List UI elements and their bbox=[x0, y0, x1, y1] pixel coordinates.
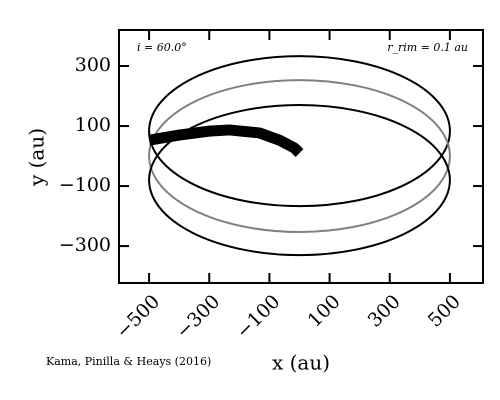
y-tick-label: −100 bbox=[59, 174, 111, 196]
rim-label: r_rim = 0.1 au bbox=[387, 41, 468, 54]
inclination-label: i = 60.0° bbox=[137, 41, 187, 54]
y-tick-label: 100 bbox=[75, 114, 111, 136]
y-tick-label: 300 bbox=[75, 54, 111, 76]
plot-frame bbox=[118, 29, 484, 284]
y-axis-label: y (au) bbox=[25, 128, 49, 187]
x-tick-label: −500 bbox=[112, 291, 164, 343]
trail bbox=[148, 124, 304, 157]
x-tick-label: 300 bbox=[364, 291, 405, 332]
y-tick-label: −300 bbox=[59, 234, 111, 256]
x-tick-label: 500 bbox=[424, 291, 465, 332]
credit: Kama, Pinilla & Heays (2016) bbox=[46, 355, 211, 368]
x-tick-label: 100 bbox=[303, 291, 344, 332]
orbit-ring bbox=[148, 104, 451, 257]
x-tick-label: −100 bbox=[232, 291, 284, 343]
x-axis-label: x (au) bbox=[272, 351, 330, 375]
orbit-ring bbox=[148, 79, 451, 233]
orbit-ring bbox=[148, 55, 451, 208]
x-tick-label: −300 bbox=[172, 291, 224, 343]
